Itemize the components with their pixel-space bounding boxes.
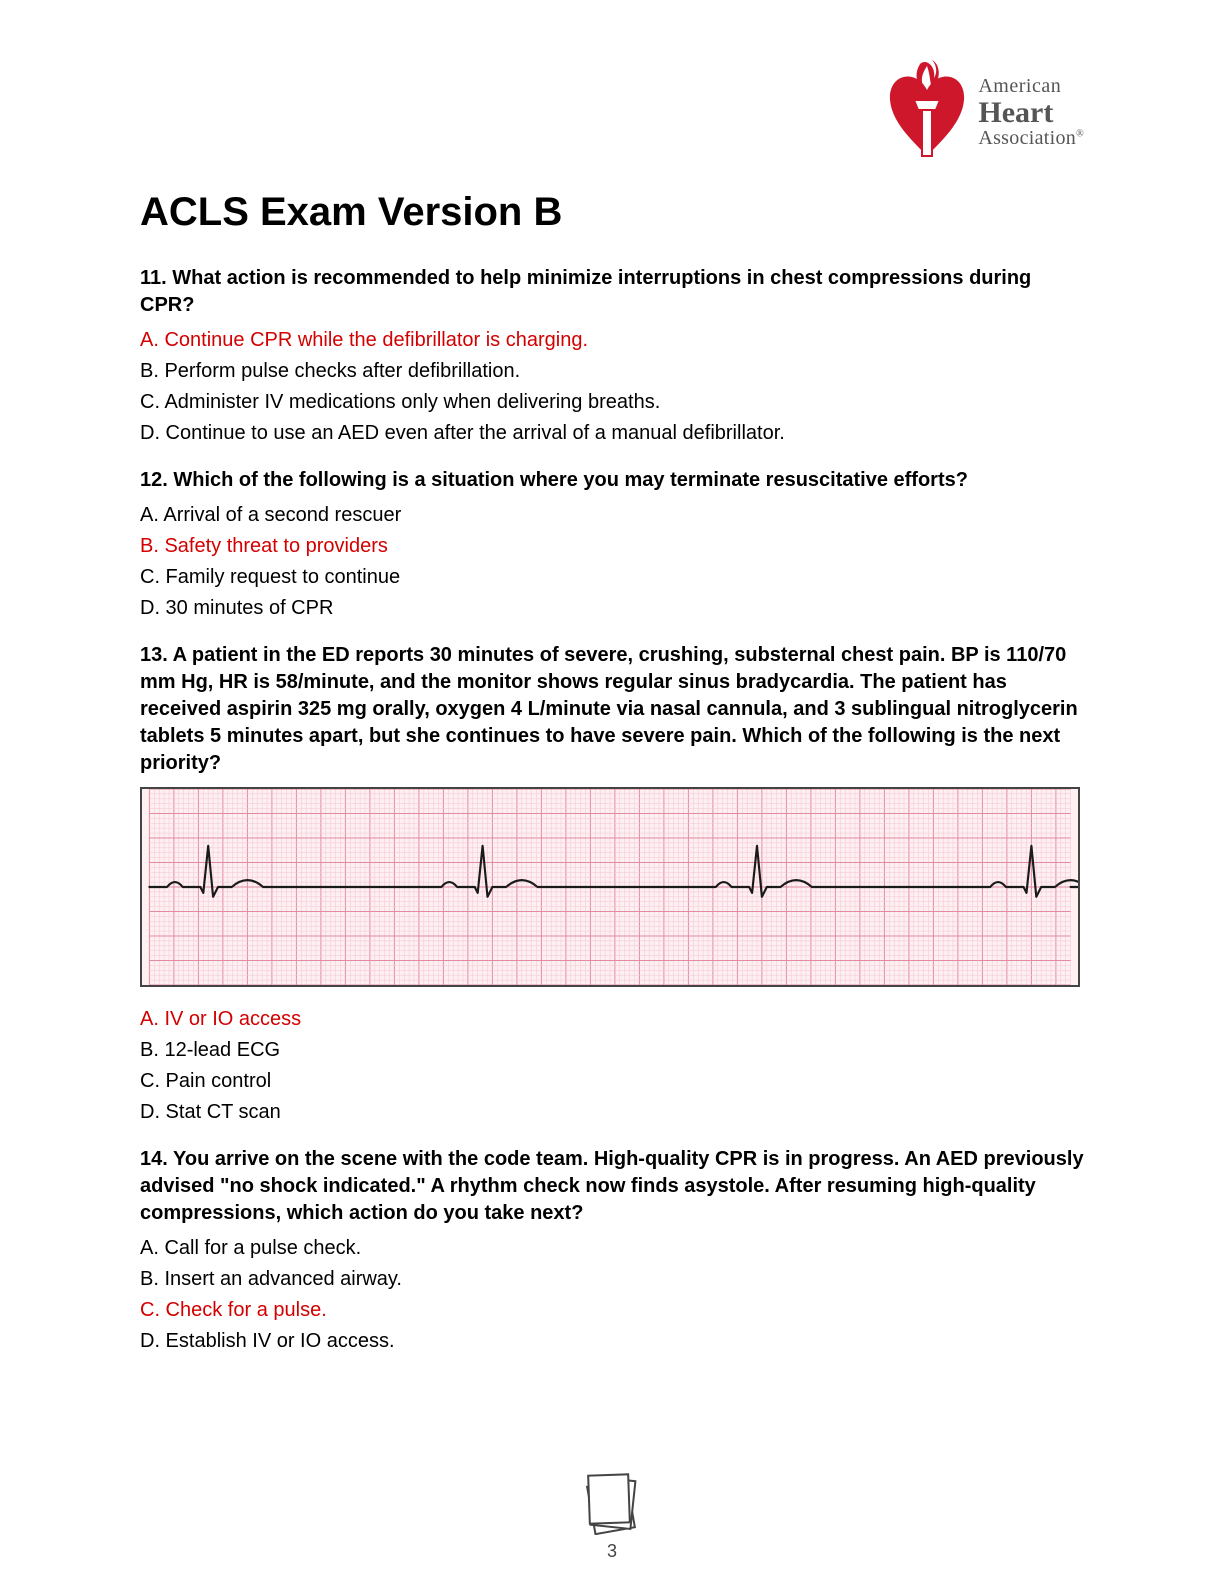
options-list: A. Call for a pulse check.B. Insert an a… xyxy=(140,1233,1084,1357)
option: B. Insert an advanced airway. xyxy=(140,1264,1084,1295)
logo-line3: Association® xyxy=(978,128,1084,149)
logo-line2: Heart xyxy=(978,97,1084,129)
options-list: A. Continue CPR while the defibrillator … xyxy=(140,325,1084,449)
option: D. Establish IV or IO access. xyxy=(140,1326,1084,1357)
question-text: 12. Which of the following is a situatio… xyxy=(140,467,1084,494)
question-number: 12. xyxy=(140,469,168,491)
aha-logo: American Heart Association® xyxy=(886,60,1084,165)
question-number: 14. xyxy=(140,1148,168,1170)
option: B. Perform pulse checks after defibrilla… xyxy=(140,356,1084,387)
page: ACLS Exam Version B 11. What action is r… xyxy=(0,0,1224,1395)
option-correct: B. Safety threat to providers xyxy=(140,531,1084,562)
option-correct: C. Check for a pulse. xyxy=(140,1295,1084,1326)
page-number-icon: 3 xyxy=(573,1465,651,1562)
question-text: 14. You arrive on the scene with the cod… xyxy=(140,1146,1084,1227)
question-block: 14. You arrive on the scene with the cod… xyxy=(140,1146,1084,1357)
option: C. Pain control xyxy=(140,1066,1084,1097)
option-correct: A. IV or IO access xyxy=(140,1004,1084,1035)
question-text: 13. A patient in the ED reports 30 minut… xyxy=(140,642,1084,777)
question-text: 11. What action is recommended to help m… xyxy=(140,265,1084,319)
logo-text: American Heart Association® xyxy=(978,76,1084,150)
paper-stack-icon xyxy=(573,1465,651,1535)
page-number: 3 xyxy=(607,1541,617,1562)
logo-line1: American xyxy=(978,76,1084,97)
ecg-strip xyxy=(140,787,1080,987)
option: B. 12-lead ECG xyxy=(140,1035,1084,1066)
option: A. Arrival of a second rescuer xyxy=(140,500,1084,531)
question-block: 11. What action is recommended to help m… xyxy=(140,265,1084,449)
option: C. Administer IV medications only when d… xyxy=(140,387,1084,418)
heart-torch-icon xyxy=(886,60,968,165)
options-list: A. IV or IO accessB. 12-lead ECGC. Pain … xyxy=(140,1004,1084,1128)
question-block: 13. A patient in the ED reports 30 minut… xyxy=(140,642,1084,1128)
option: D. 30 minutes of CPR xyxy=(140,593,1084,624)
options-list: A. Arrival of a second rescuerB. Safety … xyxy=(140,500,1084,624)
qa-list: 11. What action is recommended to help m… xyxy=(140,265,1084,1357)
option: A. Call for a pulse check. xyxy=(140,1233,1084,1264)
option: D. Stat CT scan xyxy=(140,1097,1084,1128)
option-correct: A. Continue CPR while the defibrillator … xyxy=(140,325,1084,356)
page-footer: 3 xyxy=(0,1465,1224,1562)
question-number: 13. xyxy=(140,644,168,666)
question-number: 11. xyxy=(140,267,167,289)
option: C. Family request to continue xyxy=(140,562,1084,593)
option: D. Continue to use an AED even after the… xyxy=(140,418,1084,449)
question-block: 12. Which of the following is a situatio… xyxy=(140,467,1084,624)
page-title: ACLS Exam Version B xyxy=(140,190,1084,235)
